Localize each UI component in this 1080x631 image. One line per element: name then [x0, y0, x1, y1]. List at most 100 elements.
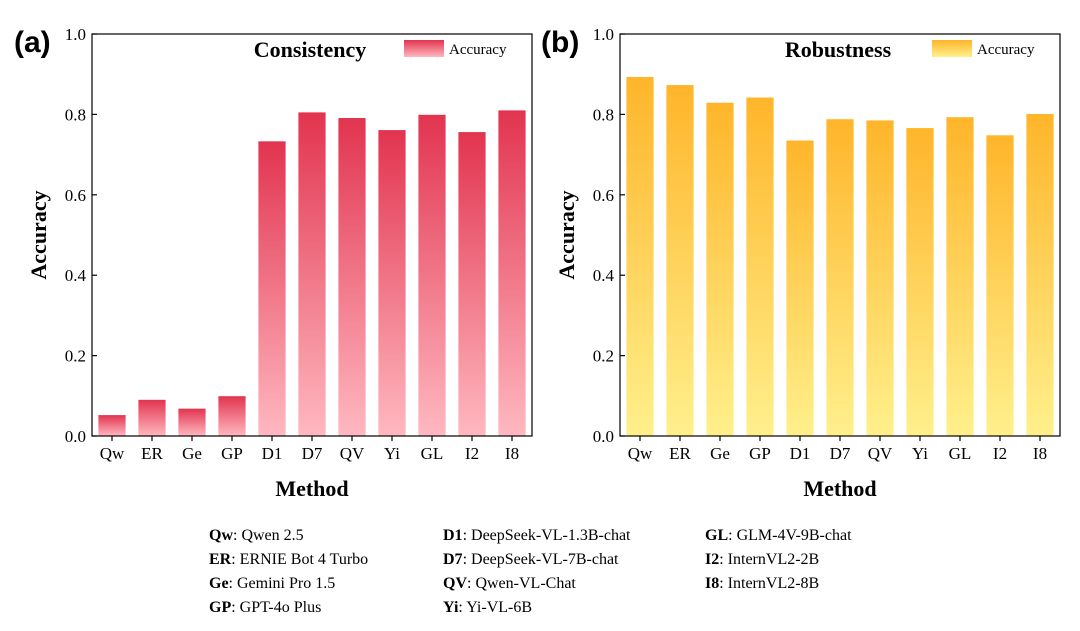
bar-ER	[666, 85, 694, 437]
legend: Accuracy	[404, 40, 507, 58]
x-tick-label-I2: I2	[465, 444, 479, 463]
y-tick-label: 1.0	[65, 25, 86, 44]
key-name: : DeepSeek-VL-7B-chat	[463, 551, 619, 568]
bar-D7	[826, 119, 854, 436]
y-tick-label: 0.4	[65, 266, 87, 285]
chart-title: Consistency	[254, 37, 366, 62]
x-tick-label-Qw: Qw	[100, 444, 125, 463]
y-tick-label: 0.6	[593, 186, 614, 205]
bar-D7	[298, 112, 326, 436]
bar-I2	[458, 132, 486, 436]
bar-GP	[218, 396, 246, 436]
bar-Yi	[906, 128, 934, 436]
y-tick-label: 0.2	[65, 347, 86, 366]
key-entry-I8: I8: InternVL2-8B	[705, 575, 819, 592]
x-tick-label-D7: D7	[830, 444, 851, 463]
bar-I2	[986, 135, 1014, 437]
x-axis-title: Method	[803, 476, 876, 501]
key-entry-D7: D7: DeepSeek-VL-7B-chat	[443, 551, 619, 568]
bar-QV	[866, 120, 894, 437]
key-abbr: Qw	[209, 527, 233, 544]
bar-Ge	[178, 408, 206, 436]
x-tick-label-GL: GL	[949, 444, 972, 463]
x-tick-label-I8: I8	[505, 444, 519, 463]
bar-GL	[418, 114, 446, 437]
x-tick-label-D7: D7	[302, 444, 323, 463]
key-abbr: D7	[443, 551, 463, 568]
x-tick-label-Qw: Qw	[628, 444, 653, 463]
key-entry-D1: D1: DeepSeek-VL-1.3B-chat	[443, 527, 631, 544]
panel-letter: (b)	[541, 26, 579, 59]
key-entry-Qw: Qw: Qwen 2.5	[209, 527, 304, 544]
legend-label: Accuracy	[977, 42, 1035, 58]
key-name: : Qwen 2.5	[233, 527, 304, 544]
x-axis-title: Method	[275, 476, 348, 501]
key-entry-QV: QV: Qwen-VL-Chat	[443, 575, 576, 592]
bar-Ge	[706, 102, 734, 437]
bar-GL	[946, 117, 974, 437]
y-axis-title: Accuracy	[554, 190, 579, 279]
x-tick-label-I2: I2	[993, 444, 1007, 463]
y-tick-label: 0.0	[65, 427, 86, 446]
key-entry-GP: GP: GPT-4o Plus	[209, 599, 321, 616]
y-tick-label: 0.4	[593, 266, 615, 285]
bar-Qw	[98, 415, 126, 436]
x-tick-label-Yi: Yi	[384, 444, 400, 463]
x-tick-label-Ge: Ge	[710, 444, 730, 463]
key-name: : Gemini Pro 1.5	[229, 575, 336, 592]
key-abbr: Ge	[209, 575, 229, 592]
key-abbr: GP	[209, 599, 231, 616]
bar-Qw	[626, 77, 654, 436]
x-tick-label-QV: QV	[868, 444, 893, 463]
key-abbr: D1	[443, 527, 463, 544]
bar-GP	[746, 97, 774, 437]
y-tick-label: 0.6	[65, 186, 86, 205]
key-entry-ER: ER: ERNIE Bot 4 Turbo	[209, 551, 368, 568]
bar-D1	[258, 141, 286, 436]
bar-I8	[1026, 114, 1054, 436]
x-tick-label-QV: QV	[340, 444, 365, 463]
key-abbr: GL	[705, 527, 728, 544]
legend: Accuracy	[932, 40, 1035, 58]
x-tick-label-GL: GL	[421, 444, 444, 463]
x-tick-label-I8: I8	[1033, 444, 1047, 463]
key-name: : GPT-4o Plus	[231, 599, 321, 616]
key-name: : InternVL2-8B	[719, 575, 819, 592]
legend-label: Accuracy	[449, 42, 507, 58]
bar-QV	[338, 118, 366, 437]
key-abbr: Yi	[443, 599, 459, 616]
key-name: : Yi-VL-6B	[458, 599, 532, 616]
bar-D1	[786, 140, 814, 436]
chart-panel-b: 0.0 0.2 0.4 0.6 0.8 1.0 Qw ER Ge GP D1 D7 QV Yi GL I2 I8…	[541, 25, 1061, 501]
y-tick-label: 1.0	[593, 25, 614, 44]
x-tick-label-Yi: Yi	[912, 444, 928, 463]
x-tick-label-GP: GP	[221, 444, 243, 463]
x-tick-label-D1: D1	[790, 444, 811, 463]
key-entry-GL: GL: GLM-4V-9B-chat	[705, 527, 852, 544]
key-name: : Qwen-VL-Chat	[467, 575, 576, 592]
key-abbr: I8	[705, 575, 719, 592]
x-tick-label-Ge: Ge	[182, 444, 202, 463]
chart-panel-a: 0.0 0.2 0.4 0.6 0.8 1.0 Qw ER Ge GP D1 D7 QV Yi GL I2 I8…	[14, 25, 533, 501]
y-tick-label: 0.8	[65, 105, 86, 124]
x-tick-label-ER: ER	[141, 444, 163, 463]
key-name: : GLM-4V-9B-chat	[728, 527, 852, 544]
key-name: : ERNIE Bot 4 Turbo	[231, 551, 368, 568]
key-abbr: QV	[443, 575, 467, 592]
bar-Yi	[378, 130, 406, 436]
legend-swatch	[404, 40, 444, 57]
x-tick-label-ER: ER	[669, 444, 691, 463]
y-axis-title: Accuracy	[26, 190, 51, 279]
panel-letter: (a)	[14, 26, 51, 59]
legend-swatch	[932, 40, 972, 57]
y-tick-label: 0.8	[593, 105, 614, 124]
bar-I8	[498, 110, 526, 436]
key-name: : DeepSeek-VL-1.3B-chat	[463, 527, 631, 544]
x-tick-label-GP: GP	[749, 444, 771, 463]
key-entry-Ge: Ge: Gemini Pro 1.5	[209, 575, 335, 592]
y-tick-label: 0.0	[593, 427, 614, 446]
key-abbr: ER	[209, 551, 232, 568]
key-entry-I2: I2: InternVL2-2B	[705, 551, 819, 568]
